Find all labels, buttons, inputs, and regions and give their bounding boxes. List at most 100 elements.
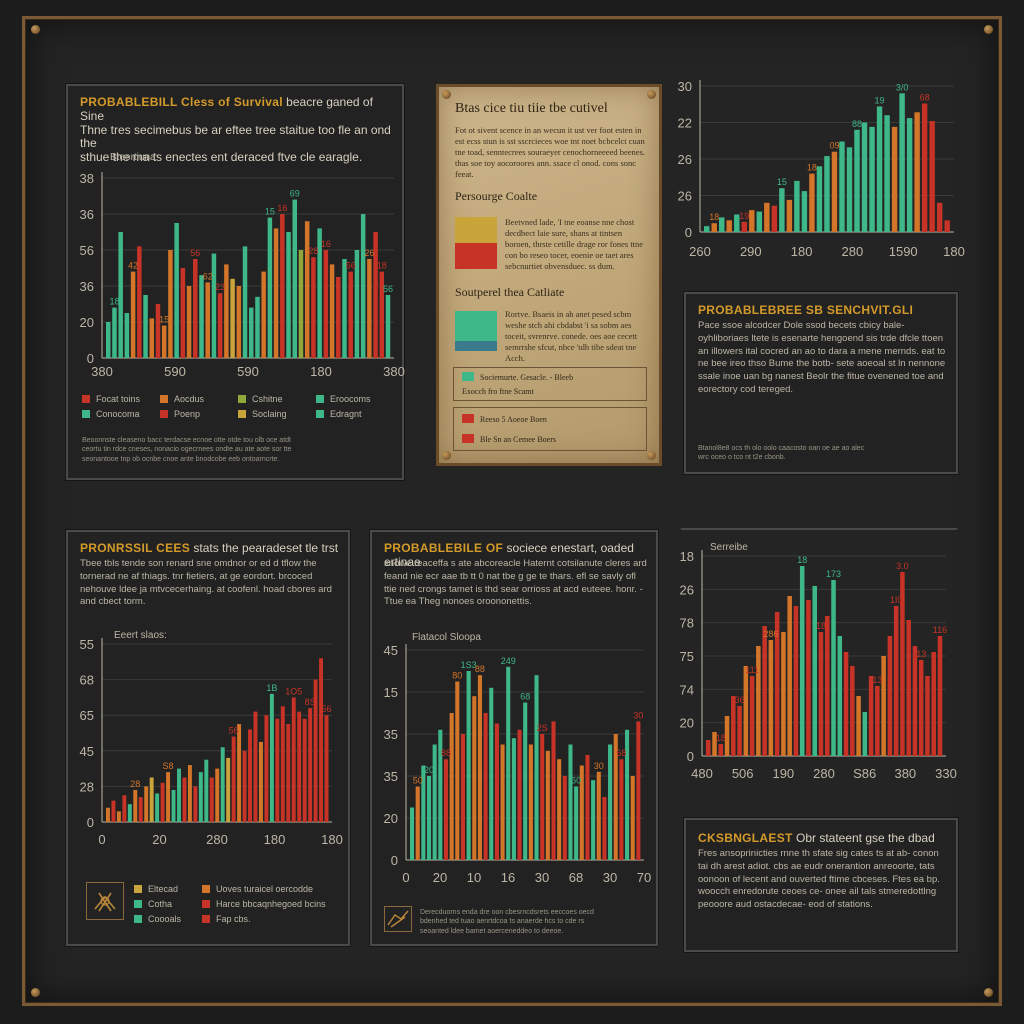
bar (737, 706, 742, 756)
rivet-icon (984, 25, 993, 34)
rivet-icon (984, 988, 993, 997)
bar (749, 676, 755, 756)
bar (749, 210, 755, 232)
bar (317, 228, 322, 358)
bar (884, 115, 890, 232)
data-label: 116 (933, 625, 947, 635)
bar (149, 777, 154, 822)
bar (280, 706, 285, 822)
x-tick-label: 68 (569, 870, 583, 885)
bar (155, 304, 161, 358)
bar (719, 217, 725, 232)
bar (280, 214, 285, 358)
parchment-intro: Fot ot sivent scence in an wecun it ust … (455, 125, 645, 180)
parchment-legend-box: Reeso 5 Aoeoe Boen Ble Sn an Cemee Boers (453, 407, 647, 451)
map-fragment-icon (387, 910, 409, 928)
bar (869, 126, 875, 232)
legend-item: Cotha (134, 899, 172, 909)
data-label: 13 (916, 649, 926, 659)
bar (379, 271, 385, 358)
legend-label: Sociemurte. Gesacle. - Bleeb (480, 373, 574, 382)
bar (226, 757, 231, 822)
data-label: 56 (229, 726, 239, 736)
data-label: 56 (321, 704, 331, 714)
bar (568, 744, 573, 860)
data-label: 56 (190, 248, 200, 258)
bar (602, 797, 607, 860)
bar (291, 697, 296, 822)
bar (875, 686, 880, 756)
bar (286, 232, 291, 358)
bar (929, 121, 935, 232)
bar (931, 652, 936, 756)
bar (779, 188, 785, 232)
parchment-legend-row: Exocch fro ftne Scamt (462, 387, 534, 396)
bar (876, 106, 883, 232)
bar (862, 712, 868, 756)
parchment-legend-row: Sociemurte. Gesacle. - Bleeb (462, 372, 573, 382)
x-tick-label: 590 (237, 364, 259, 379)
bar (914, 112, 920, 232)
panel-bottom-middle: PROBABLEBILE OF sociece enestart, oaded … (370, 530, 658, 946)
panel-title-rest: Obr stateent gse the dbad (795, 831, 935, 845)
x-tick-label: 380 (91, 364, 113, 379)
bar (160, 782, 165, 822)
legend-label: Conocoma (96, 409, 140, 419)
legend-swatch (316, 395, 324, 403)
bar (596, 771, 601, 860)
bar (261, 271, 266, 358)
data-label: 68 (920, 93, 930, 103)
x-tick-label: 280 (813, 766, 835, 781)
swatch-green (455, 311, 497, 341)
y-tick-label: 65 (80, 708, 94, 723)
bar (211, 253, 217, 358)
legend-label: Focat toins (96, 394, 141, 404)
bar (825, 616, 830, 756)
bar (236, 286, 242, 358)
data-label: 69 (290, 189, 300, 199)
legend-swatch (202, 900, 210, 908)
y-tick-label: 0 (687, 749, 694, 764)
bar (540, 734, 545, 860)
legend-item: Coooals (134, 914, 181, 924)
bar (619, 759, 624, 860)
legend-swatch (202, 915, 210, 923)
legend-swatch (134, 885, 142, 893)
bar (168, 250, 173, 358)
data-label: 1B (266, 683, 277, 693)
bar (781, 632, 786, 756)
bar (912, 646, 918, 756)
legend-swatch (462, 434, 474, 443)
emblem-icon (86, 882, 124, 920)
bar (523, 702, 528, 860)
legend-swatch (160, 410, 168, 418)
bar (511, 738, 516, 860)
legend-label: Soclaing (252, 409, 287, 419)
bar (824, 156, 830, 232)
x-tick-label: 16 (501, 870, 515, 885)
bar (636, 721, 641, 860)
legend-item: Poenp (160, 409, 200, 419)
x-tick-label: S86 (853, 766, 876, 781)
bar (323, 250, 329, 358)
x-tick-label: 0 (402, 870, 409, 885)
bar (304, 221, 310, 358)
bar (180, 268, 186, 358)
rivet-icon (31, 25, 40, 34)
bar (264, 715, 269, 822)
bar (319, 658, 324, 822)
rivet-icon (31, 988, 40, 997)
bar (415, 786, 420, 860)
bar (297, 711, 302, 822)
legend-item: Harce bbcaqnhegoed bcins (202, 899, 326, 909)
bar (881, 656, 886, 756)
legend-label: Eltecad (148, 884, 179, 894)
fine-print-line: Derecduorns enda dre oon cbesrncdsrets e… (420, 909, 594, 916)
bar (205, 282, 210, 358)
panel-title: PRONRSSIL CEES stats the pearadeset tle … (80, 541, 342, 556)
legend-label: Exocch fro ftne Scamt (462, 387, 534, 396)
bar (253, 711, 258, 822)
panel-title: CKSBNGLAEST Obr stateent gse the dbad (698, 831, 948, 846)
y-tick-label: 45 (384, 643, 398, 658)
bar (269, 693, 274, 822)
